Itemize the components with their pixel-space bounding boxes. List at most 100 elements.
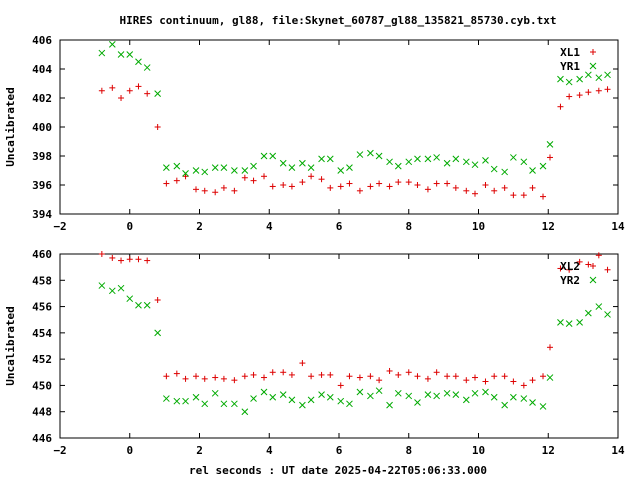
- data-point: [482, 182, 489, 188]
- marker-stroke: [604, 71, 611, 79]
- data-point: [375, 152, 383, 160]
- bottom-panel: −2 0 2 4 6 8 10 12 14 446 448 450 452 454 456 458 460 Unc…: [4, 248, 625, 457]
- data-point: [386, 367, 393, 374]
- data-point: [126, 87, 133, 94]
- marker-stroke: [269, 152, 277, 160]
- marker-stroke: [126, 295, 134, 303]
- data-point: [529, 399, 536, 406]
- data-point: [250, 162, 257, 170]
- data-point: [604, 266, 611, 273]
- marker-stroke: [604, 311, 611, 318]
- series-yr2: [98, 282, 611, 416]
- x-tick-label: 8: [405, 220, 412, 233]
- data-point: [376, 180, 383, 187]
- data-point: [261, 173, 268, 180]
- data-point: [405, 179, 412, 186]
- data-point: [557, 75, 564, 83]
- marker-stroke: [250, 395, 257, 402]
- data-point: [595, 303, 603, 310]
- data-point: [337, 183, 344, 190]
- data-point: [288, 371, 295, 378]
- marker-stroke: [462, 158, 470, 166]
- x-tick-label: 2: [196, 220, 203, 233]
- marker-stroke: [433, 154, 441, 161]
- data-point: [144, 257, 151, 264]
- marker-stroke: [231, 167, 238, 174]
- marker-stroke: [367, 392, 374, 400]
- marker-stroke: [405, 392, 413, 400]
- marker-stroke: [307, 396, 315, 404]
- marker-stroke: [386, 158, 393, 166]
- marker-stroke: [154, 90, 162, 98]
- data-point: [288, 396, 296, 404]
- data-point: [260, 152, 268, 160]
- data-point: [444, 180, 451, 187]
- data-point: [182, 397, 189, 405]
- data-point: [585, 89, 592, 96]
- marker-stroke: [326, 393, 334, 401]
- x-tick-label: 6: [336, 444, 343, 457]
- data-point: [510, 393, 517, 401]
- marker-stroke: [220, 164, 228, 171]
- marker-stroke: [108, 287, 116, 295]
- data-point: [135, 256, 142, 263]
- marker-stroke: [565, 78, 573, 86]
- data-point: [394, 162, 402, 170]
- data-point: [193, 373, 200, 380]
- data-point: [288, 183, 295, 190]
- data-point: [414, 399, 421, 406]
- data-point: [443, 389, 451, 397]
- x-tick-label: 4: [266, 444, 273, 457]
- y-axis-label: Uncalibrated: [4, 87, 17, 166]
- data-point: [471, 161, 479, 169]
- marker-stroke: [299, 401, 306, 409]
- data-point: [540, 373, 547, 380]
- data-point: [318, 176, 325, 183]
- data-point: [433, 369, 440, 376]
- marker-stroke: [98, 282, 106, 289]
- data-point: [367, 183, 374, 190]
- marker-stroke: [490, 393, 498, 401]
- data-point: [463, 187, 470, 194]
- data-point: [565, 320, 573, 328]
- x-tick-label: 0: [126, 220, 133, 233]
- series-xl1: [98, 83, 611, 200]
- data-point: [182, 170, 189, 177]
- marker-stroke: [117, 51, 125, 58]
- marker-stroke: [585, 71, 592, 79]
- data-point: [326, 155, 334, 163]
- data-point: [318, 155, 325, 163]
- data-point: [520, 382, 527, 389]
- data-point: [367, 149, 374, 157]
- data-point: [327, 371, 334, 378]
- marker-stroke: [546, 141, 554, 148]
- data-point: [126, 295, 134, 303]
- data-point: [604, 86, 611, 93]
- data-point: [490, 165, 498, 173]
- marker-stroke: [375, 152, 383, 160]
- marker-stroke: [565, 320, 573, 328]
- data-point: [212, 374, 219, 381]
- data-point: [144, 90, 151, 97]
- data-point: [472, 190, 479, 197]
- marker-stroke: [414, 155, 421, 163]
- data-point: [280, 182, 287, 188]
- y-tick-label: 448: [32, 406, 52, 419]
- data-point: [299, 401, 306, 409]
- marker-stroke: [135, 301, 142, 309]
- data-point: [424, 155, 432, 163]
- marker-stroke: [482, 388, 489, 396]
- data-point: [490, 393, 498, 401]
- data-point: [520, 158, 528, 166]
- series-yr1: [98, 40, 611, 177]
- data-point: [173, 397, 181, 405]
- data-point: [117, 51, 125, 58]
- data-point: [346, 180, 353, 187]
- data-point: [443, 159, 451, 167]
- marker-stroke: [539, 162, 547, 170]
- marker-stroke: [394, 162, 402, 170]
- series-xl2: [98, 251, 611, 389]
- marker-stroke: [318, 155, 325, 163]
- data-point: [154, 329, 162, 337]
- marker-stroke: [482, 156, 489, 164]
